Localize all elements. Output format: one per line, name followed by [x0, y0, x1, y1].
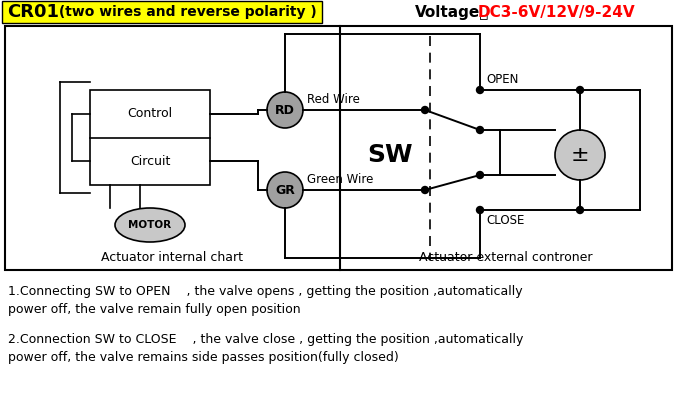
Circle shape [576, 86, 584, 93]
Circle shape [477, 86, 483, 93]
Circle shape [422, 187, 428, 194]
Text: Circuit: Circuit [129, 155, 170, 168]
Text: OPEN: OPEN [486, 73, 519, 86]
Text: MOTOR: MOTOR [128, 220, 172, 230]
Circle shape [477, 206, 483, 214]
Text: CR01: CR01 [7, 3, 59, 21]
Text: (two wires and reverse polarity ): (two wires and reverse polarity ) [54, 5, 317, 19]
Circle shape [477, 126, 483, 133]
Circle shape [477, 171, 483, 178]
Bar [90, 90, 210, 185]
Text: Control: Control [127, 107, 173, 120]
Text: Actuator external controner: Actuator external controner [419, 251, 593, 264]
Text: Green Wire: Green Wire [307, 173, 374, 186]
Text: SW: SW [367, 143, 413, 167]
Ellipse shape [115, 208, 185, 242]
Text: Voltage：: Voltage： [415, 5, 490, 19]
Text: power off, the valve remain fully open position: power off, the valve remain fully open p… [8, 303, 300, 316]
Text: 1.Connecting SW to OPEN    , the valve opens , getting the position ,automatical: 1.Connecting SW to OPEN , the valve open… [8, 285, 523, 298]
Circle shape [267, 172, 303, 208]
Text: RD: RD [275, 104, 295, 116]
Text: Red Wire: Red Wire [307, 93, 360, 106]
Circle shape [422, 107, 428, 114]
Text: CLOSE: CLOSE [486, 214, 524, 227]
Bar [2, 1, 322, 23]
Circle shape [555, 130, 605, 180]
Bar [5, 26, 672, 270]
Text: DC3-6V/12V/9-24V: DC3-6V/12V/9-24V [478, 5, 636, 19]
Text: 2.Connection SW to CLOSE    , the valve close , getting the position ,automatica: 2.Connection SW to CLOSE , the valve clo… [8, 333, 523, 346]
Circle shape [267, 92, 303, 128]
Text: GR: GR [275, 183, 295, 197]
Text: power off, the valve remains side passes position(fully closed): power off, the valve remains side passes… [8, 351, 399, 364]
Text: ±: ± [571, 145, 589, 165]
Text: Actuator internal chart: Actuator internal chart [101, 251, 243, 264]
Circle shape [576, 206, 584, 214]
